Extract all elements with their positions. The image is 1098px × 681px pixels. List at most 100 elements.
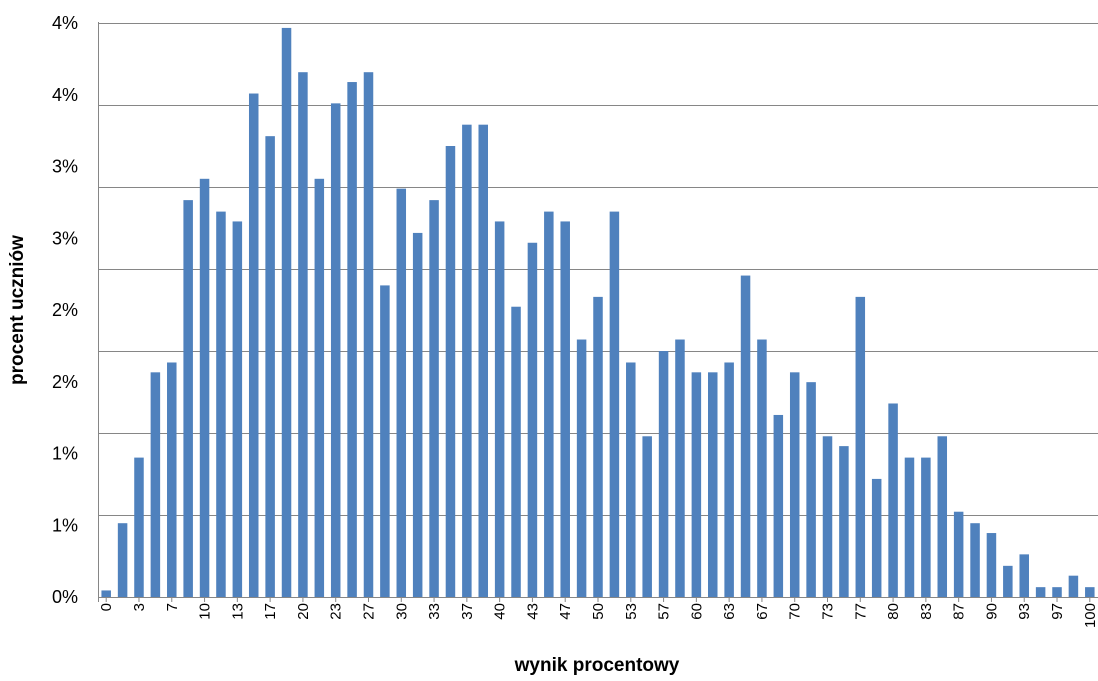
y-tick-label: 1% (52, 444, 78, 464)
bar (445, 146, 456, 597)
x-tick-label: 3 (131, 603, 148, 611)
x-tick-label: 20 (295, 603, 312, 620)
x-tick-label: 47 (557, 603, 574, 620)
bar (904, 457, 915, 597)
bar (953, 511, 964, 597)
x-tick-label: 63 (721, 603, 738, 620)
bar (1052, 587, 1062, 597)
x-tick-label: 10 (197, 603, 214, 620)
x-tick-label: 33 (426, 603, 443, 620)
bar (167, 362, 177, 597)
bar (658, 351, 669, 597)
bar (429, 200, 439, 597)
bar (412, 232, 423, 598)
bar (527, 242, 538, 597)
y-axis-title: procent uczniów (7, 235, 28, 385)
bar (937, 436, 948, 597)
bar (298, 72, 308, 597)
x-tick-label: 60 (688, 603, 705, 620)
x-tick-label: 17 (262, 603, 279, 620)
bar (281, 27, 292, 598)
x-axis-tick-labels: 0 3 7 10 13 17 20 23 27 30 33 37 40 43 47 50 53 57 60 63 67 7… (98, 597, 1098, 628)
bar (216, 211, 226, 597)
bar (806, 382, 816, 597)
x-tick-label: 40 (492, 603, 509, 620)
x-tick-label: 23 (328, 603, 345, 620)
bars (101, 27, 1095, 598)
x-tick-label: 57 (656, 603, 673, 620)
x-tick-label: 90 (983, 603, 1000, 620)
bar (150, 372, 161, 597)
y-tick-label: 2% (52, 300, 78, 320)
bar (494, 221, 505, 597)
bar (330, 103, 341, 598)
bar (757, 339, 767, 597)
bar (134, 457, 144, 597)
bar (511, 306, 521, 597)
bar (593, 296, 603, 597)
bar (839, 446, 849, 597)
bar (380, 285, 390, 597)
bar (199, 178, 210, 598)
y-tick-label: 3% (52, 228, 78, 248)
y-tick-label: 0% (52, 587, 78, 607)
bar (101, 590, 111, 597)
bar (773, 414, 784, 597)
bar (789, 372, 800, 597)
bar (609, 211, 620, 597)
bar (396, 188, 407, 597)
bar (1019, 554, 1029, 597)
bar (921, 457, 931, 597)
bar (544, 211, 554, 597)
y-tick-label: 2% (52, 372, 78, 392)
x-tick-label: 27 (360, 603, 377, 620)
bar (1068, 575, 1079, 597)
bar (855, 296, 866, 597)
bar (986, 533, 997, 597)
bar (1003, 565, 1013, 597)
bar (740, 275, 751, 597)
bar (347, 82, 357, 598)
y-axis-tick-labels: 0% 1% 1% 2% 2% 3% 3% 4% 4% (52, 13, 78, 607)
x-tick-label: 73 (820, 603, 837, 620)
y-tick-label: 4% (52, 85, 78, 105)
x-axis-title: wynik procentowy (514, 655, 680, 676)
bar (708, 372, 718, 597)
y-tick-label: 3% (52, 157, 78, 177)
x-tick-label: 50 (590, 603, 607, 620)
bar (265, 136, 275, 597)
y-tick-label: 1% (52, 515, 78, 535)
bar (363, 72, 374, 597)
x-tick-label: 70 (787, 603, 804, 620)
bar (626, 362, 636, 597)
bar (576, 339, 587, 597)
bar (560, 221, 570, 597)
x-tick-label: 53 (623, 603, 640, 620)
x-tick-label: 7 (164, 603, 181, 611)
bar (675, 339, 685, 597)
bar (642, 436, 652, 597)
y-tick-label: 4% (52, 13, 78, 33)
bar (232, 221, 243, 597)
bar (1085, 587, 1095, 597)
x-tick-label: 43 (524, 603, 541, 620)
bar (248, 93, 259, 598)
x-tick-label: 13 (229, 603, 246, 620)
x-tick-label: 93 (1016, 603, 1033, 620)
x-tick-label: 37 (459, 603, 476, 620)
bar (970, 523, 980, 597)
bar (462, 124, 472, 598)
x-tick-label: 67 (754, 603, 771, 620)
bar (478, 124, 488, 598)
bar (822, 436, 833, 597)
bar (691, 372, 702, 597)
x-tick-label: 97 (1049, 603, 1066, 620)
bar (888, 403, 898, 597)
x-tick-label: 0 (98, 603, 115, 611)
x-tick-label: 100 (1082, 603, 1098, 628)
x-tick-label: 77 (852, 603, 869, 620)
bar (314, 178, 325, 598)
bar (183, 200, 193, 597)
bar (871, 478, 882, 597)
